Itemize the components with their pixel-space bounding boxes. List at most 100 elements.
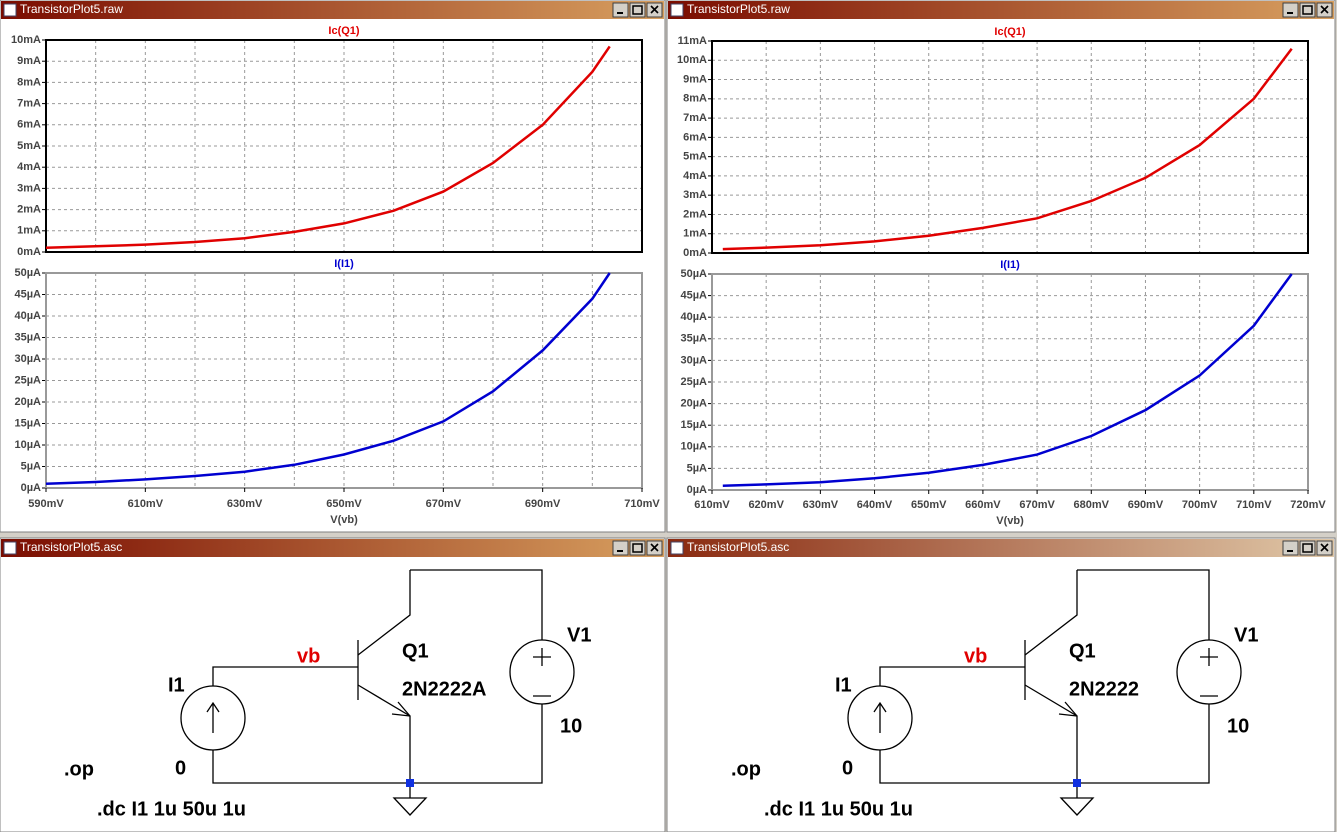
y-tick-label: 6mA	[683, 131, 707, 143]
component-value: 0	[175, 757, 186, 779]
y-tick-label: 25µA	[680, 376, 707, 388]
x-axis-label: V(vb)	[330, 514, 358, 526]
component-name: I1	[168, 674, 185, 696]
y-tick-label: 4mA	[17, 161, 41, 173]
x-tick-label: 650mV	[911, 499, 947, 511]
component-model: 2N2222	[1069, 678, 1139, 700]
icon	[632, 543, 643, 553]
x-axis-label: V(vb)	[996, 515, 1024, 527]
net-label: vb	[964, 645, 987, 667]
title-bar	[668, 539, 1334, 557]
y-tick-label: 20µA	[14, 396, 41, 408]
directive: .dc I1 1u 50u 1u	[97, 798, 246, 820]
icon	[650, 543, 659, 552]
x-tick-label: 630mV	[803, 499, 839, 511]
icon	[650, 5, 659, 14]
wire	[212, 704, 543, 784]
y-tick-label: 10µA	[680, 441, 707, 453]
y-tick-label: 30µA	[680, 354, 707, 366]
pane-title: I(I1)	[1000, 259, 1020, 271]
minimize-button[interactable]	[612, 540, 629, 556]
window-title: TransistorPlot5.raw	[20, 2, 123, 16]
wire	[873, 701, 887, 733]
component-name: Q1	[1069, 640, 1096, 662]
y-tick-label: 3mA	[17, 182, 41, 194]
plot-frame	[45, 39, 643, 253]
icon	[1302, 543, 1313, 553]
window	[0, 537, 666, 832]
icon	[1320, 543, 1329, 552]
voltage-source	[509, 639, 575, 705]
wire	[879, 666, 1025, 686]
y-tick-label: 50µA	[14, 267, 41, 279]
x-tick-label: 690mV	[525, 498, 561, 510]
y-tick-label: 40µA	[680, 311, 707, 323]
x-tick-label: 690mV	[1128, 499, 1164, 511]
title-bar	[1, 1, 664, 19]
y-tick-label: 35µA	[680, 333, 707, 345]
component-value: 10	[560, 715, 582, 737]
component-value: 10	[1227, 715, 1249, 737]
x-tick-label: 710mV	[1236, 499, 1272, 511]
directive: .op	[731, 758, 761, 780]
x-tick-label: 590mV	[28, 498, 64, 510]
minimize-button[interactable]	[612, 2, 629, 18]
icon	[1320, 5, 1329, 14]
x-tick-label: 620mV	[748, 499, 784, 511]
y-tick-label: 7mA	[17, 98, 41, 110]
wire	[1200, 648, 1218, 697]
y-tick-label: 15µA	[14, 417, 41, 429]
y-tick-label: 40µA	[14, 310, 41, 322]
title-bar	[1, 539, 664, 557]
y-tick-label: 10mA	[11, 34, 41, 46]
wire	[410, 569, 543, 640]
y-tick-label: 5mA	[683, 151, 707, 163]
y-tick-label: 2mA	[17, 204, 41, 216]
arrow	[391, 701, 411, 717]
ground	[1059, 797, 1095, 816]
y-tick-label: 2mA	[683, 208, 707, 220]
x-tick-label: 630mV	[227, 498, 263, 510]
y-tick-label: 8mA	[17, 76, 41, 88]
wire	[533, 648, 551, 697]
x-tick-label: 670mV	[426, 498, 462, 510]
window-icon	[670, 3, 684, 17]
net-label: vb	[297, 645, 320, 667]
y-tick-label: 30µA	[14, 353, 41, 365]
y-tick-label: 1mA	[683, 228, 707, 240]
x-tick-label: 660mV	[965, 499, 1001, 511]
wire	[206, 701, 220, 733]
x-tick-label: 710mV	[624, 498, 660, 510]
plot-frame	[711, 273, 1309, 491]
y-tick-label: 10mA	[677, 54, 707, 66]
minimize-button[interactable]	[1282, 2, 1299, 18]
y-tick-label: 6mA	[17, 119, 41, 131]
ground	[392, 797, 428, 816]
title-bar	[668, 1, 1334, 19]
x-tick-label: 640mV	[857, 499, 893, 511]
directive: .dc I1 1u 50u 1u	[764, 798, 913, 820]
schematic: vb Q1 2N2222A V1 10 I1 0 .op.dc I1 1u 50u 1u	[64, 569, 591, 820]
y-tick-label: 3mA	[683, 189, 707, 201]
junction	[1073, 779, 1081, 787]
component-name: V1	[1234, 624, 1258, 646]
wire	[357, 570, 411, 656]
curve	[722, 47, 1293, 251]
y-tick-label: 4mA	[683, 170, 707, 182]
window-icon	[670, 541, 684, 555]
window	[666, 537, 1336, 832]
icon	[632, 5, 643, 15]
y-tick-label: 0mA	[683, 247, 707, 259]
minimize-button[interactable]	[1282, 540, 1299, 556]
y-tick-label: 5µA	[687, 462, 707, 474]
y-tick-label: 15µA	[680, 419, 707, 431]
window	[0, 0, 666, 533]
wire	[1077, 569, 1210, 640]
current-source	[180, 685, 246, 751]
pane-title: Ic(Q1)	[994, 26, 1026, 38]
y-tick-label: 0µA	[687, 484, 707, 496]
component-name: V1	[567, 624, 591, 646]
curve	[722, 273, 1293, 487]
y-tick-label: 45µA	[680, 290, 707, 302]
